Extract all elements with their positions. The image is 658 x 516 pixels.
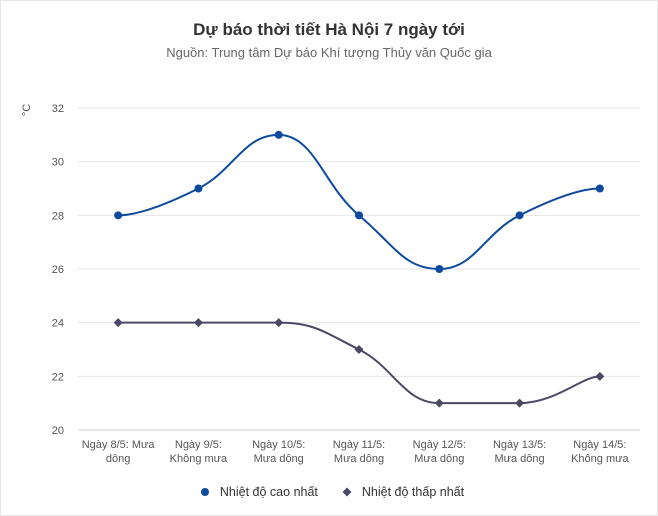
y-tick-label: 28 — [52, 210, 64, 222]
x-tick-label: Ngày 8/5: Mưa dông — [82, 439, 156, 465]
data-point — [274, 318, 284, 328]
data-point — [435, 265, 444, 273]
x-tick-label: Ngày 10/5: Mưa dông — [252, 439, 305, 465]
x-tick-label: Ngày 14/5: Không mưa — [571, 439, 629, 465]
y-tick-label: 26 — [52, 264, 64, 276]
data-point — [515, 211, 524, 220]
y-tick-label: 22 — [52, 371, 64, 383]
line-chart: 20 22 24 26 28 30 32 °C Ngày 8/5: Mưa dông Ngày 9/… — [21, 103, 640, 465]
legend-item-low[interactable]: Nhiệt độ thấp nhất — [336, 485, 464, 499]
data-point — [595, 184, 604, 193]
x-tick-label: Ngày 9/5: Không mưa — [170, 439, 228, 465]
data-point — [355, 211, 363, 220]
data-point — [595, 371, 605, 381]
legend-label-high: Nhiệt độ cao nhất — [219, 485, 318, 499]
legend-label-low: Nhiệt độ thấp nhất — [361, 485, 465, 499]
legend-diamond-icon — [336, 487, 358, 497]
x-tick-label: Ngày 13/5: Mưa dông — [493, 439, 546, 465]
y-tick-label: 20 — [52, 425, 64, 437]
data-point — [354, 345, 364, 354]
legend-item-high[interactable]: Nhiệt độ cao nhất — [194, 485, 318, 499]
data-point — [515, 398, 525, 408]
chart-subtitle: Nguồn: Trung tâm Dự báo Khí tượng Thủy v… — [166, 45, 492, 60]
y-tick-label: 30 — [52, 157, 64, 169]
y-tick-label: 32 — [52, 103, 64, 115]
chart-legend: Nhiệt độ cao nhất Nhiệt độ thấp nhất — [0, 485, 658, 499]
series-line-0 — [118, 133, 600, 271]
data-point — [193, 318, 203, 328]
y-axis-label: °C — [21, 104, 33, 116]
data-point — [113, 318, 123, 328]
data-point — [434, 398, 444, 408]
data-point — [194, 184, 203, 193]
data-point — [114, 211, 123, 220]
legend-circle-icon — [194, 487, 216, 497]
chart-title: Dự báo thời tiết Hà Nội 7 ngày tới — [193, 20, 465, 39]
x-tick-label: Ngày 12/5: Mưa dông — [413, 439, 466, 465]
series-line-1 — [118, 321, 600, 405]
y-tick-label: 24 — [52, 318, 64, 330]
x-tick-label: Ngày 11/5: Mưa dông — [333, 439, 385, 465]
data-point — [274, 130, 283, 139]
